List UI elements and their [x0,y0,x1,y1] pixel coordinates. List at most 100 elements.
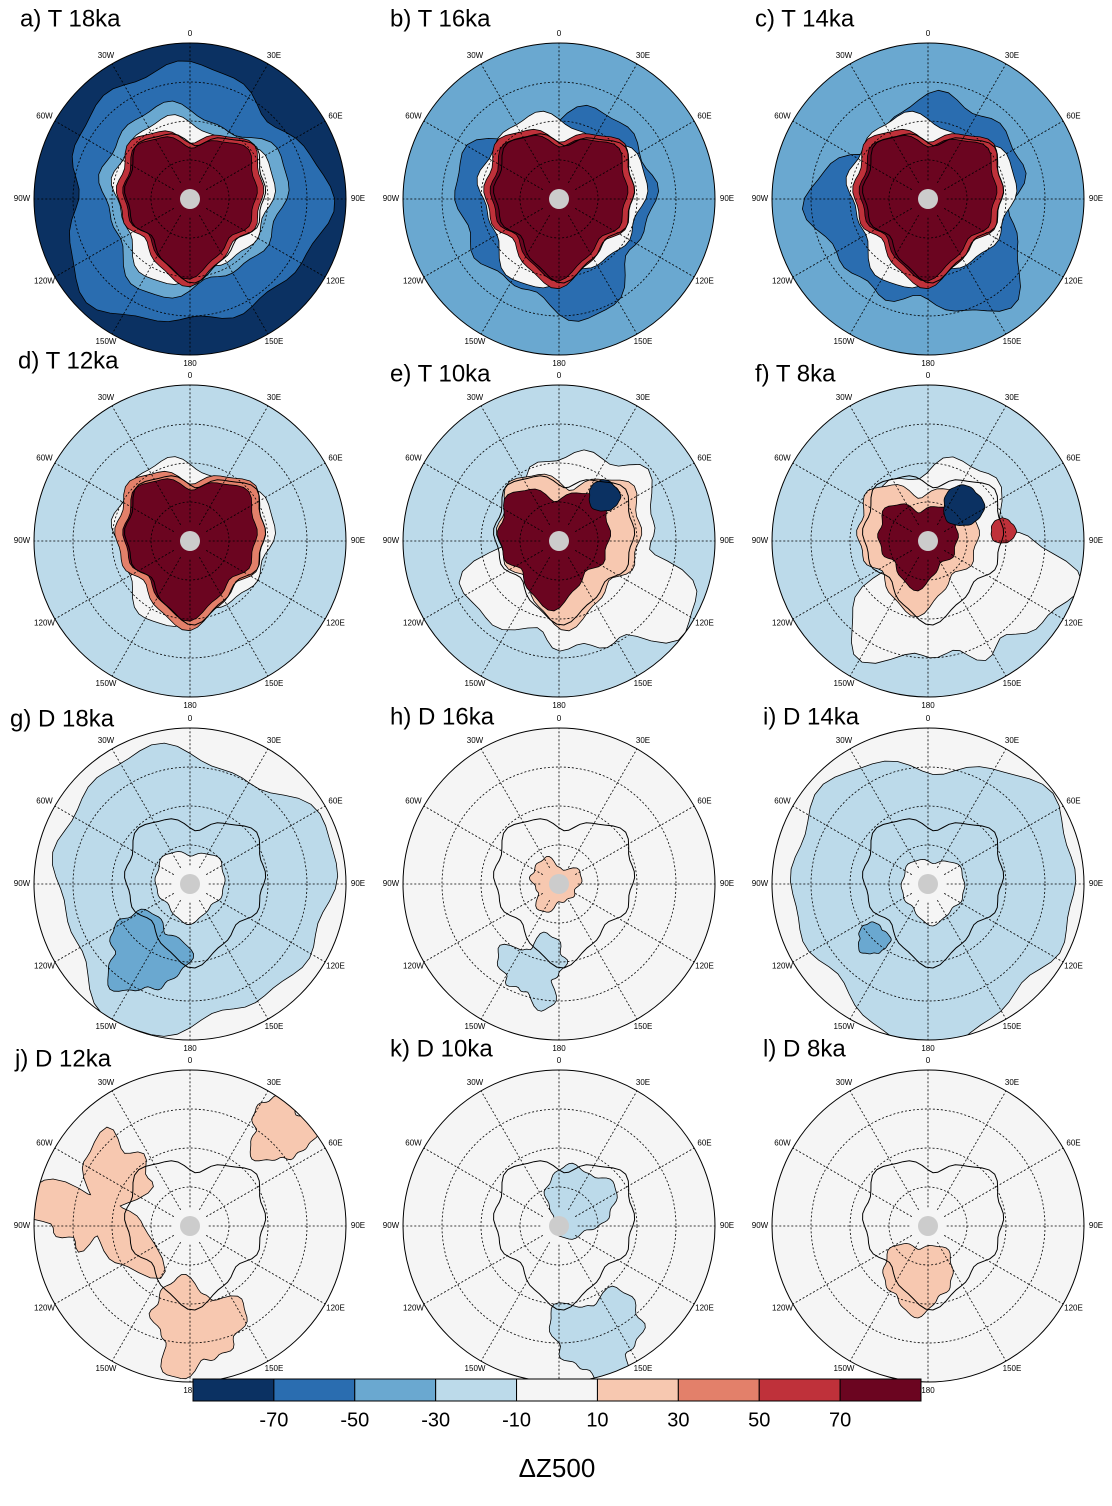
field-contour [496,931,569,1012]
lat-circle [810,766,1046,1002]
meridian [849,1090,919,1210]
meridian [199,63,269,183]
field [493,818,636,1012]
lon-label: 180 [921,1386,935,1395]
lon-label: 120E [695,277,714,286]
lat-circle [480,1147,638,1305]
lon-label: 90E [720,879,734,888]
lon-label: 30E [267,51,281,60]
lat-circle [441,81,677,317]
lon-label: 30E [267,393,281,402]
meridian [111,900,181,1020]
meridian [849,405,919,525]
lon-label: 60W [36,112,53,121]
meridian [199,557,269,677]
lon-label: 120E [1064,1304,1083,1313]
lon-label: 90E [1089,536,1103,545]
meridian [792,1235,912,1305]
meridian [575,1147,695,1217]
lon-label: 120W [403,1304,424,1313]
lat-circle [810,81,1046,317]
lon-label: 30W [836,393,853,402]
panel-title: a) T 18ka [20,5,121,32]
lon-label: 150E [1003,679,1022,688]
lon-label: 90W [752,879,769,888]
lon-label: 120E [695,619,714,628]
map-panel: 0 30E 60E 90E 120E 150E 180 150W 120W 90W 60W 30Wf)… [752,360,1103,710]
lon-label: 30W [98,393,115,402]
meridian [480,557,550,677]
lon-label: 60E [1066,112,1080,121]
lon-label: 90W [14,879,31,888]
panel-title: c) T 14ka [755,5,855,32]
lon-label: 60E [328,1139,342,1148]
lon-label: 60E [1066,1139,1080,1148]
map-panel: 0 30E 60E 90E 120E 150E 180 150W 120W 90W 60W 30W l)… [752,1035,1103,1395]
meridian [111,1242,181,1362]
pole [918,874,938,894]
panel-title: g) D 18ka [10,705,115,732]
map-panel: 0 30E 60E 90E 120E 150E 180 150W 120W 90W 60W 30W h)… [383,703,734,1053]
meridian [111,405,181,525]
lat-circle [111,1147,269,1305]
meridian [849,557,919,677]
colorbar-tick-label: 50 [748,1409,770,1431]
lon-label: 0 [557,714,562,723]
lon-label: 150W [465,337,486,346]
lon-label: 120W [403,277,424,286]
meridian [54,462,174,532]
meridian [199,900,269,1020]
lon-label: 60E [1066,454,1080,463]
lon-label: 120W [772,962,793,971]
lon-label: 120W [34,962,55,971]
meridian [199,1090,269,1210]
colorbar-tick-label: 10 [586,1409,608,1431]
lon-label: 150W [465,1022,486,1031]
lon-label: 90E [351,1221,365,1230]
lat-circle [111,805,269,963]
lon-label: 180 [183,1044,197,1053]
colorbar-tick-label: -50 [340,1409,369,1431]
meridian [568,1090,638,1210]
meridian [849,748,919,868]
colorbar-box [435,1378,518,1402]
meridian [944,208,1064,278]
colorbar-box [192,1378,275,1402]
meridian [480,900,550,1020]
meridian [206,1235,326,1305]
meridian [206,893,326,963]
meridian [568,215,638,335]
panel-title: e) T 10ka [390,360,491,387]
colorbar-tick-label: 30 [667,1409,689,1431]
meridian [54,805,174,875]
lon-label: 60W [774,112,791,121]
lon-label: 180 [552,1044,566,1053]
lon-label: 180 [183,359,197,368]
meridian [575,120,695,190]
lon-label: 180 [921,1044,935,1053]
lon-label: 150E [634,679,653,688]
pole [549,531,569,551]
lat-circle [480,805,638,963]
pole [918,189,938,209]
meridian [423,805,543,875]
lon-label: 0 [926,1056,931,1065]
meridian [937,1090,1007,1210]
meridian [423,550,543,620]
map-panel: 0 30E 60E 90E 120E 150E 180 150W 120W 90W 60W 30W k)… [383,1035,734,1395]
lon-label: 150W [465,679,486,688]
meridian [575,208,695,278]
meridian [849,215,919,335]
meridian [480,405,550,525]
meridian [792,208,912,278]
lat-circle [72,1108,308,1344]
field [789,760,1077,1040]
lon-label: 0 [188,714,193,723]
meridian [575,462,695,532]
lon-label: 150E [1003,1364,1022,1373]
lat-circle [72,766,308,1002]
lon-label: 90E [351,879,365,888]
lon-label: 150E [1003,1022,1022,1031]
lon-label: 120E [1064,619,1083,628]
map-border [771,1069,1085,1383]
